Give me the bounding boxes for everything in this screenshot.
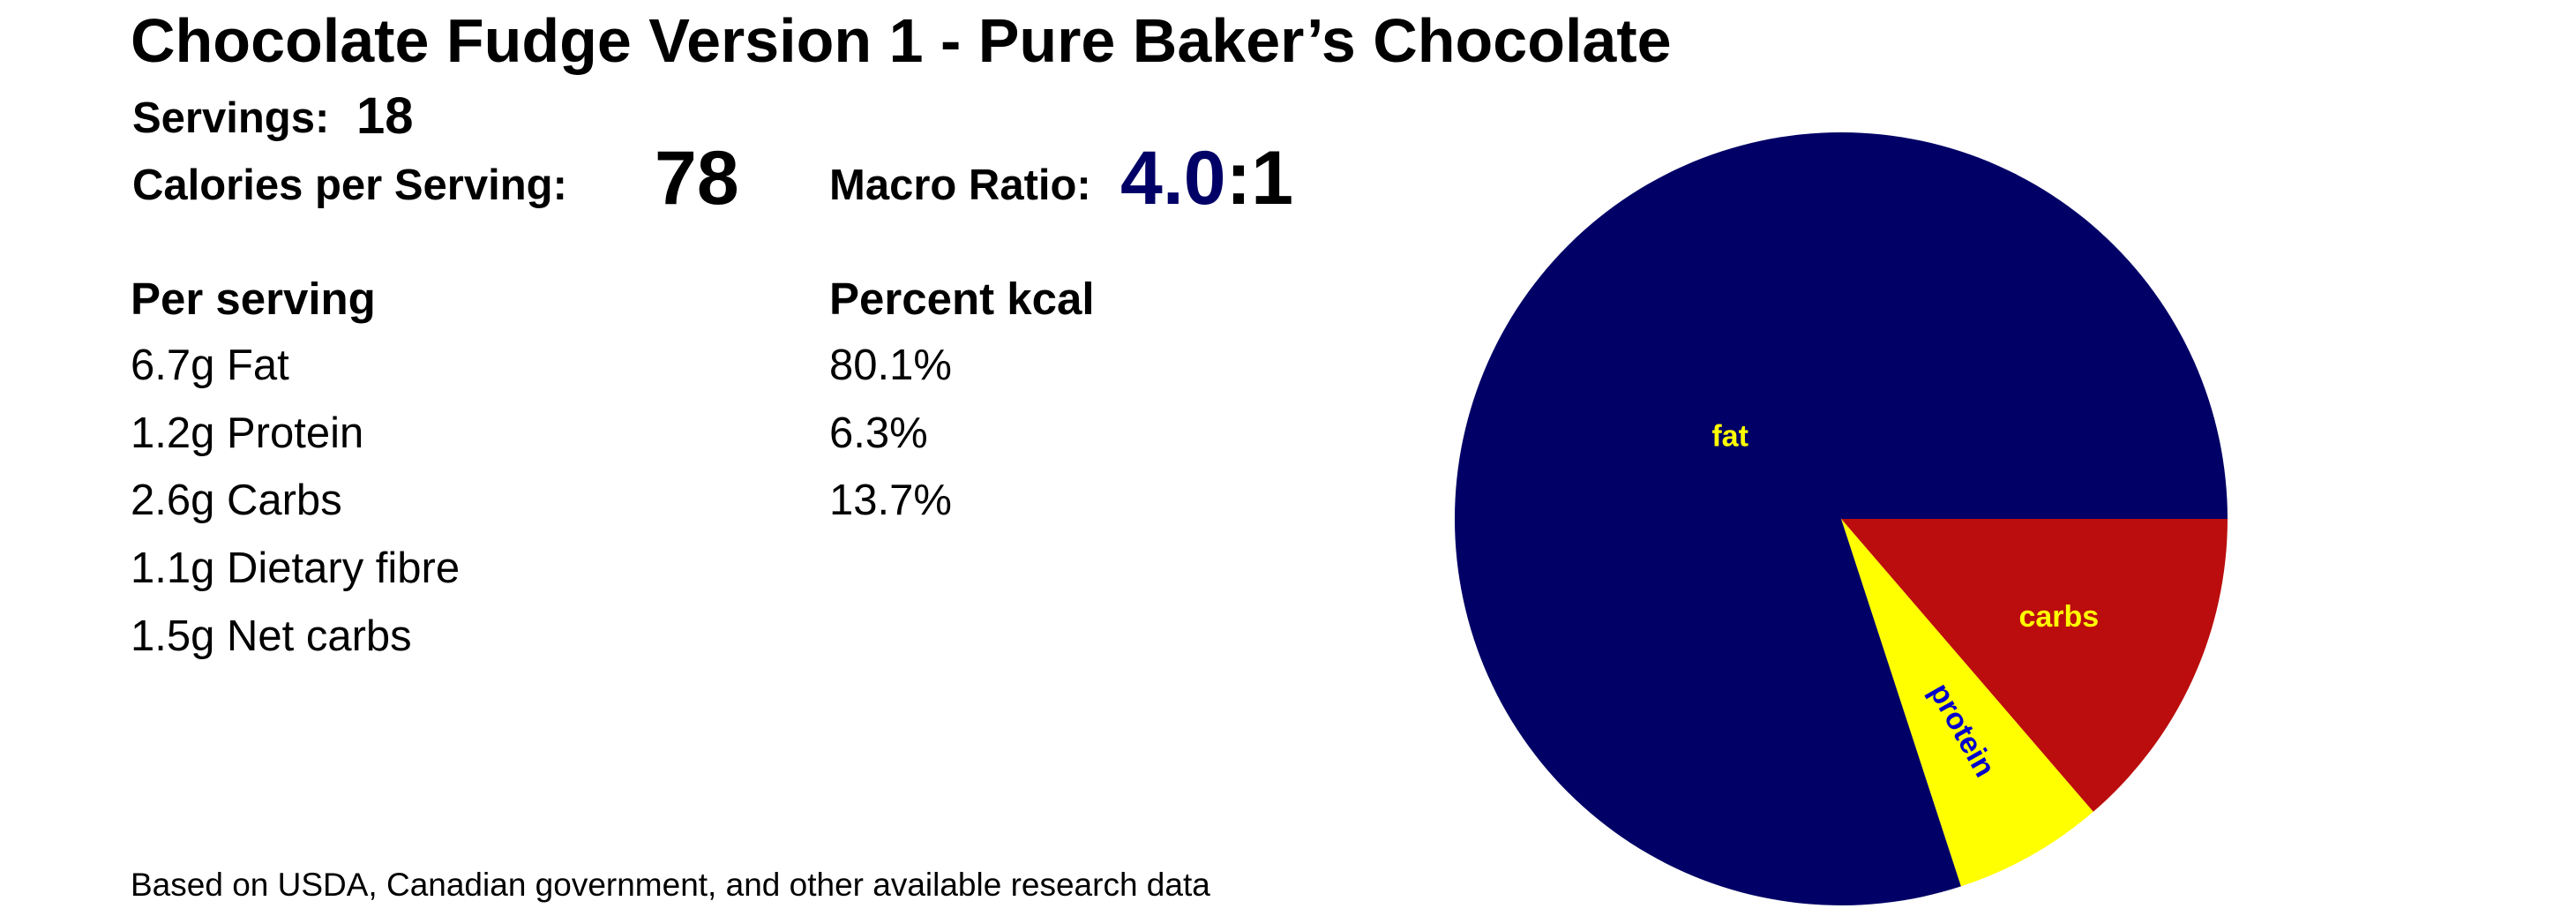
per-serving-fat: 6.7g Fat bbox=[131, 342, 289, 389]
data-source-footnote: Based on USDA, Canadian government, and … bbox=[131, 867, 1210, 903]
per-serving-carbs: 2.6g Carbs bbox=[131, 477, 342, 524]
macro-ratio-label: Macro Ratio: bbox=[829, 161, 1091, 209]
per-serving-heading: Per serving bbox=[131, 274, 376, 324]
pie-label-carbs: carbs bbox=[2018, 600, 2099, 634]
percent-kcal-protein: 6.3% bbox=[829, 409, 928, 457]
per-serving-net-carbs: 1.5g Net carbs bbox=[131, 612, 412, 660]
macro-ratio-number: 4.0 bbox=[1120, 136, 1226, 221]
per-serving-protein: 1.2g Protein bbox=[131, 409, 364, 457]
servings-label: Servings: bbox=[132, 94, 330, 142]
macro-ratio-value: 4.0:1 bbox=[1120, 134, 1293, 222]
calories-value: 78 bbox=[655, 136, 739, 221]
percent-kcal-heading: Percent kcal bbox=[829, 274, 1095, 324]
servings-value: 18 bbox=[356, 87, 414, 145]
pie-slice-protein bbox=[1841, 519, 2093, 887]
recipe-title: Chocolate Fudge Version 1 - Pure Baker’s… bbox=[131, 6, 1672, 75]
per-serving-fibre: 1.1g Dietary fibre bbox=[131, 544, 461, 592]
pie-slice-carbs bbox=[1841, 519, 2228, 812]
calories-label: Calories per Serving: bbox=[132, 161, 567, 209]
macro-ratio-suffix: :1 bbox=[1225, 136, 1294, 221]
pie-slice-fat bbox=[1455, 131, 2228, 905]
percent-kcal-carbs: 13.7% bbox=[829, 477, 952, 524]
pie-label-fat: fat bbox=[1711, 420, 1749, 454]
percent-kcal-fat: 80.1% bbox=[829, 342, 952, 389]
